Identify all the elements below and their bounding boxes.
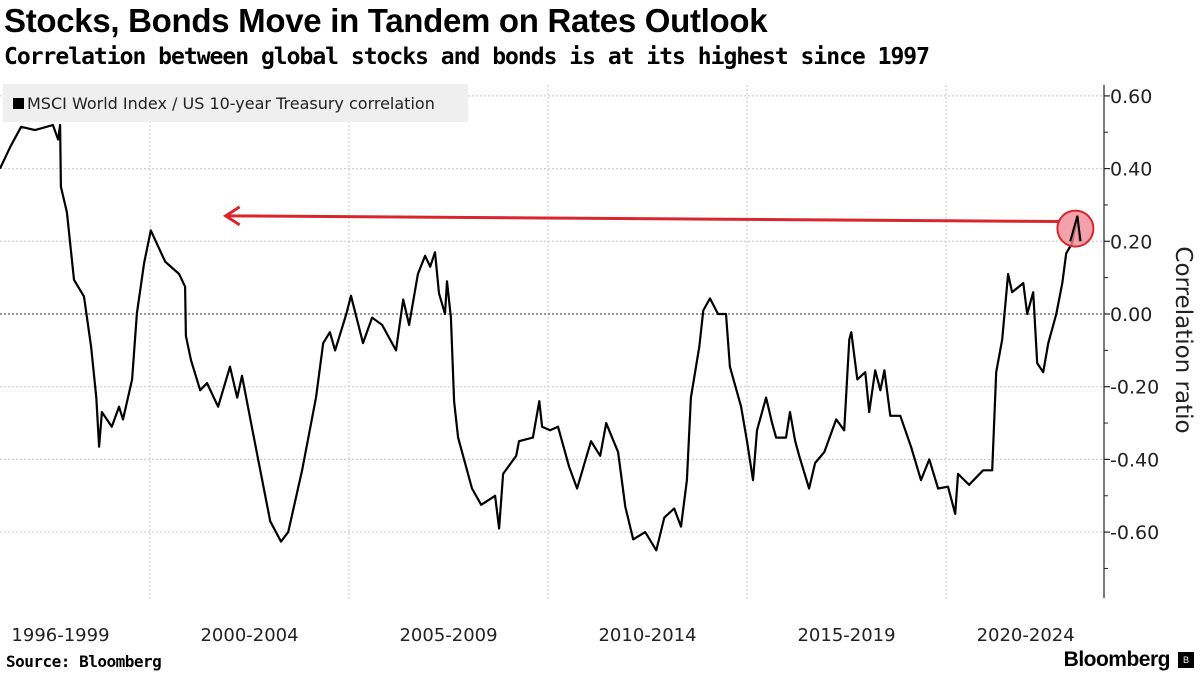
series-line-correlation [0,123,1081,552]
annotation-arrow-line [225,214,1061,223]
y-tick-label: 0.20 [1110,231,1152,253]
chart-subtitle: Correlation between global stocks and bo… [4,44,930,70]
y-tick-label: 0.60 [1110,86,1152,108]
gridlines [0,85,1104,600]
chart-title: Stocks, Bonds Move in Tandem on Rates Ou… [4,2,768,39]
legend: MSCI World Index / US 10-year Treasury c… [3,84,468,122]
highlight-circle [1056,209,1095,248]
legend-swatch [13,97,24,109]
y-tick-label: -0.20 [1110,377,1159,399]
highlight-series-peak [1069,215,1082,242]
bloomberg-mark-icon: B [1178,652,1194,668]
x-tick-label: 2005-2009 [399,625,497,646]
x-tick-label: 2000-2004 [200,625,298,646]
arrow-head-icon [222,205,241,227]
bloomberg-logo: Bloomberg [1063,648,1171,671]
source-note: Source: Bloomberg [6,652,162,671]
legend-label: MSCI World Index / US 10-year Treasury c… [27,93,435,113]
y-axis: 0.60 0.40 0.20 0.00 -0.20 -0.40 -0.60 [1103,85,1159,598]
x-tick-label: 2020-2024 [977,625,1075,646]
y-tick-label: -0.40 [1110,449,1159,471]
y-tick-label: -0.60 [1110,522,1159,544]
y-tick-label: 0.40 [1110,159,1152,181]
y-tick-label: 0.00 [1110,304,1152,326]
x-tick-label: 2015-2019 [797,625,895,646]
x-tick-label: 2010-2014 [598,625,696,646]
x-tick-label: 1996-1999 [11,625,109,646]
annotation [222,205,1095,248]
x-axis-labels: 1996-1999 2000-2004 2005-2009 2010-2014 2015… [11,625,1074,646]
y-axis-title: Correlation ratio [1170,246,1196,433]
